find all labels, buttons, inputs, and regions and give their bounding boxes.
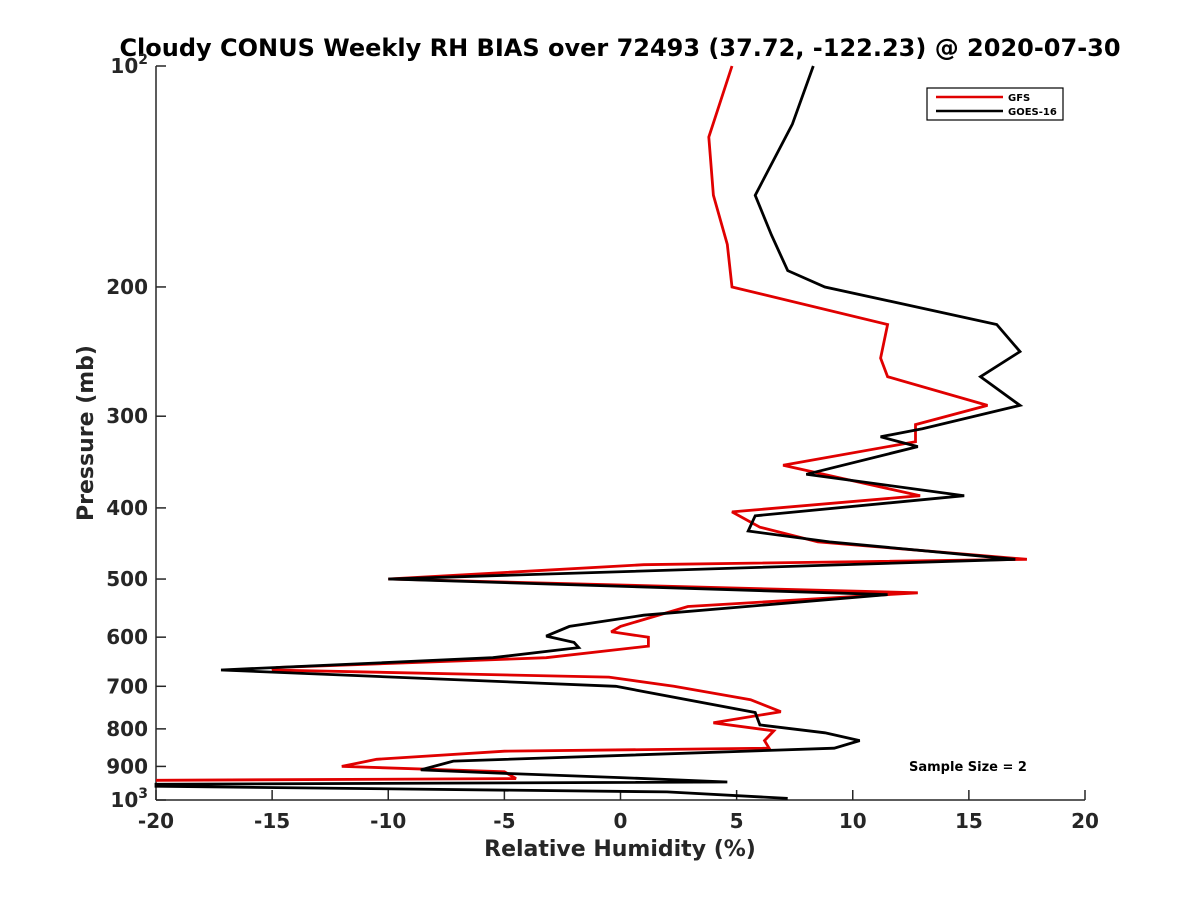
x-tick-label: -10 [370,809,406,833]
y-tick-label: 900 [106,754,148,778]
y-tick-label-base: 10 [110,54,138,78]
legend-label: GFS [1008,93,1030,104]
series-line-goes-16 [154,65,1024,800]
x-tick-label: 15 [955,809,983,833]
y-tick-label: 600 [106,625,148,649]
x-tick-label: 0 [614,809,628,833]
y-tick-label: 200 [106,275,148,299]
y-axis-title: Pressure (mb) [74,345,99,521]
plot-area: -20 -15 -10 -5 0 5 10 15 20 10220030040050060070… [106,52,1099,833]
legend-box [926,87,1064,121]
x-tick-label: -15 [254,809,290,833]
series-layer [154,65,1028,800]
series-line-gfs [155,65,1028,782]
sample-size-annotation: Sample Size = 2 [909,760,1027,775]
x-axis-title: Relative Humidity (%) [484,837,756,862]
x-tick-label: 20 [1071,809,1099,833]
y-tick-label: 400 [106,496,148,520]
y-tick-label: 102 [110,52,148,78]
legend-label: GOES-16 [1008,107,1057,118]
x-tick-label: 10 [839,809,867,833]
x-tick-label: -5 [493,809,515,833]
y-tick-label: 800 [106,717,148,741]
y-tick-label-exponent: 3 [138,786,148,802]
x-tick-label: -20 [138,809,174,833]
y-tick-label: 103 [110,786,148,812]
x-tick-label: 5 [730,809,744,833]
chart-title: Cloudy CONUS Weekly RH BIAS over 72493 (… [119,34,1120,62]
y-tick-label: 300 [106,404,148,428]
y-tick-label: 500 [106,567,148,591]
legend-items: GFS GOES-16 [936,93,1057,118]
legend: GFS GOES-16 [926,87,1064,121]
y-tick-label-base: 10 [110,788,138,812]
y-tick-label-exponent: 2 [138,52,148,68]
y-tick-label: 700 [106,674,148,698]
